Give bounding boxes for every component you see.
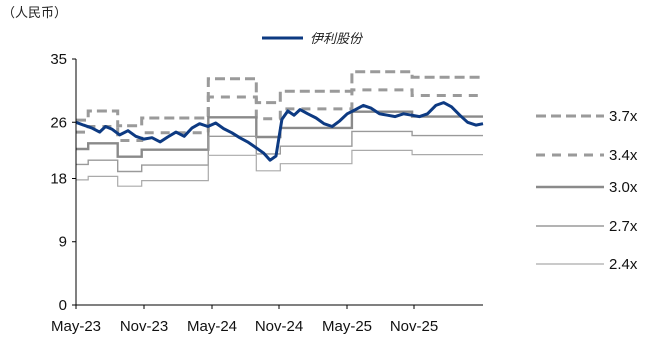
x-tick-label: Nov-25	[390, 318, 438, 335]
legend-label-3.7x: 3.7x	[609, 108, 638, 125]
x-tick-label: May-23	[51, 318, 101, 335]
y-tick-label: 9	[59, 234, 67, 251]
band-line-2.7x	[76, 130, 483, 173]
x-tick-label: Nov-23	[120, 318, 168, 335]
y-tick-label: 35	[50, 51, 67, 68]
band-line-2.4x	[76, 149, 483, 187]
legend-label-3.0x: 3.0x	[609, 179, 638, 196]
x-tick-label: May-25	[322, 318, 372, 335]
y-tick-label: 26	[50, 114, 67, 131]
axes: 0 9 18 26 35 May-23 Nov-23 May-24 Nov-24 May-25 No…	[50, 51, 483, 335]
band-lines	[76, 70, 483, 187]
legend-label-2.4x: 2.4x	[609, 256, 638, 273]
price-line	[75, 101, 484, 162]
y-tick-label: 18	[50, 170, 67, 187]
legend: 伊利股份 3.7x 3.4x 3.0x 2.7x 2.4x	[262, 32, 638, 273]
x-tick-label: Nov-24	[255, 318, 303, 335]
legend-label-price: 伊利股份	[310, 32, 364, 47]
y-tick-label: 0	[59, 297, 67, 314]
price-line-group	[75, 101, 484, 162]
x-tick-label: May-24	[187, 318, 237, 335]
band-line-3.7x	[76, 70, 483, 128]
band-line-3.0x	[76, 110, 483, 158]
legend-label-2.7x: 2.7x	[609, 218, 638, 235]
legend-label-3.4x: 3.4x	[609, 147, 638, 164]
unit-label: （人民币）	[2, 6, 67, 21]
